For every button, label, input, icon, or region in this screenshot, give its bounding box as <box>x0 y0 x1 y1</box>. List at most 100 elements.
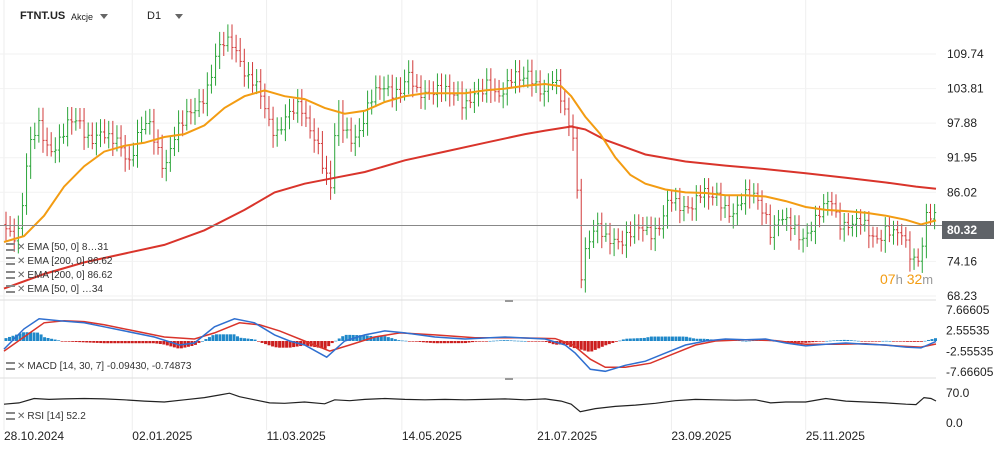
macd-histogram-bar <box>362 335 366 341</box>
macd-histogram-bar <box>471 341 475 343</box>
macd-histogram-bar <box>835 340 839 341</box>
macd-histogram-bar <box>548 341 552 344</box>
macd-histogram-bar <box>281 341 285 348</box>
macd-histogram-bar <box>200 341 204 342</box>
timeframe-dropdown-icon[interactable] <box>175 14 183 19</box>
macd-histogram-bar <box>239 337 243 341</box>
macd-histogram-bar <box>488 340 492 342</box>
macd-histogram-bar <box>702 338 706 341</box>
legend-item-ema200-b[interactable]: ✕ EMA [200, 0] 86.62 <box>6 270 112 281</box>
macd-histogram-bar <box>344 334 348 341</box>
menu-icon[interactable] <box>6 362 15 371</box>
menu-icon[interactable] <box>6 243 15 252</box>
legend-item-ema200[interactable]: ✕ EMA [200, 0] 86.62 <box>6 256 112 267</box>
legend-item-ema50[interactable]: ✕ EMA [50, 0] 8…31 <box>6 242 109 253</box>
macd-histogram-bar <box>804 341 808 343</box>
macd-histogram-bar <box>635 338 639 341</box>
macd-histogram-bar <box>656 336 660 341</box>
macd-histogram-bar <box>225 334 229 341</box>
macd-histogram-bar <box>741 340 745 342</box>
macd-histogram-bar <box>839 340 843 341</box>
macd-legend[interactable]: ✕ MACD [14, 30, 7] -0.09430, -0.74873 <box>6 361 191 372</box>
macd-legend-label: MACD [14, 30, 7] <box>27 361 105 372</box>
grid <box>0 0 936 430</box>
timeframe-label[interactable]: D1 <box>147 10 162 22</box>
close-icon[interactable]: ✕ <box>17 284 26 295</box>
menu-icon[interactable] <box>6 257 15 266</box>
legend-value: …34 <box>81 284 103 295</box>
macd-histogram-bar <box>127 341 131 344</box>
macd-histogram-bar <box>881 340 885 342</box>
price-tick-label: 109.74 <box>947 47 984 61</box>
menu-icon[interactable] <box>6 285 15 294</box>
macd-histogram-bar <box>604 341 608 346</box>
macd-histogram-bar <box>165 341 169 346</box>
macd-histogram-bar <box>85 341 89 343</box>
macd-histogram-bar <box>621 339 625 341</box>
macd-histogram-bar <box>432 341 436 344</box>
macd-histogram-bar <box>628 338 632 341</box>
macd-histogram-bar <box>418 341 422 342</box>
macd-histogram-bar <box>348 334 352 341</box>
macd-histogram-bar <box>99 341 103 344</box>
macd-histogram-bar <box>853 340 857 342</box>
macd-histogram-bar <box>474 341 478 342</box>
macd-histogram-bar <box>428 341 432 343</box>
price-tick-label: 103.81 <box>947 82 984 96</box>
macd-histogram-bar <box>499 340 503 341</box>
macd-histogram-bar <box>144 341 148 344</box>
macd-histogram-bar <box>667 336 671 341</box>
x-tick-label: 25.11.2025 <box>806 429 865 443</box>
rsi-legend-value: 52.2 <box>66 411 86 422</box>
macd-histogram-bar <box>18 333 22 341</box>
macd-histogram-bar <box>870 341 874 342</box>
macd-histogram-bar <box>383 336 387 341</box>
menu-icon[interactable] <box>6 271 15 280</box>
macd-histogram-bar <box>407 341 411 342</box>
macd-histogram-bar <box>250 338 254 341</box>
close-icon[interactable]: ✕ <box>17 256 26 267</box>
legend-item-ema50-b[interactable]: ✕ EMA [50, 0] …34 <box>6 284 103 295</box>
x-tick-label: 23.09.2025 <box>671 429 731 443</box>
macd-histogram-bar <box>926 339 930 341</box>
market-label[interactable]: Akcje <box>71 12 94 22</box>
macd-histogram-bar <box>800 341 804 343</box>
close-icon[interactable]: ✕ <box>17 361 26 372</box>
price-tick-label: 91.95 <box>947 151 977 165</box>
menu-icon[interactable] <box>6 412 15 421</box>
macd-histogram-bar <box>502 340 506 341</box>
macd-histogram-bar <box>15 334 19 341</box>
macd-histogram-bar <box>214 334 218 341</box>
rsi-tick-label: 70.0 <box>946 386 970 400</box>
symbol-label[interactable]: FTNT.US <box>20 10 66 22</box>
macd-histogram-bar <box>116 341 120 344</box>
macd-histogram-bar <box>495 340 499 342</box>
macd-histogram-bar <box>130 341 134 344</box>
close-icon[interactable]: ✕ <box>17 270 26 281</box>
close-icon[interactable]: ✕ <box>17 411 26 422</box>
macd-histogram-bar <box>228 334 232 341</box>
price-panel <box>0 24 942 293</box>
market-dropdown-icon[interactable] <box>100 14 108 19</box>
price-tick-label: 68.23 <box>947 289 977 303</box>
macd-histogram-bar <box>246 338 250 341</box>
macd-histogram-bar <box>376 336 380 341</box>
legend-value: 86.62 <box>87 256 113 267</box>
candle-countdown: 07h 32m <box>880 271 933 287</box>
macd-histogram-bar <box>390 338 394 341</box>
countdown-hours: 07 <box>880 271 896 287</box>
macd-histogram-bar <box>232 334 236 341</box>
macd-histogram-bar <box>81 341 85 343</box>
macd-histogram-bar <box>197 341 201 343</box>
macd-histogram-bar <box>172 341 176 348</box>
macd-histogram-bar <box>516 340 520 342</box>
rsi-legend[interactable]: ✕ RSI [14] 52.2 <box>6 411 86 422</box>
rsi-line <box>3 392 937 413</box>
close-icon[interactable]: ✕ <box>17 242 26 253</box>
rsi-legend-label: RSI [14] <box>27 411 64 422</box>
macd-histogram-bar <box>88 341 92 343</box>
macd-histogram-bar <box>797 341 801 343</box>
macd-histogram-bar <box>895 341 899 342</box>
